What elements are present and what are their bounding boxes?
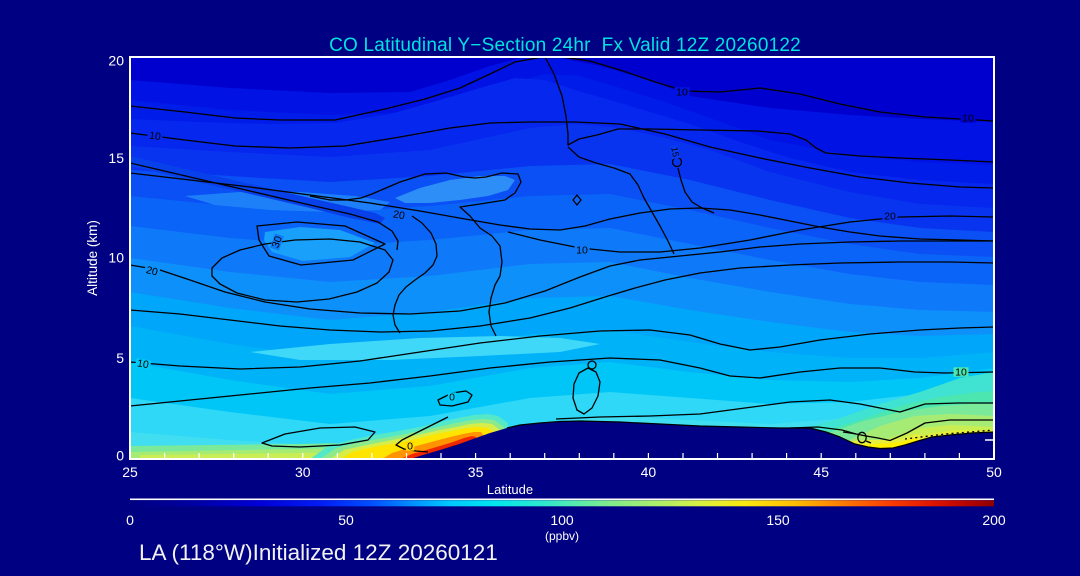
svg-text:10: 10 bbox=[108, 250, 124, 266]
svg-text:0: 0 bbox=[449, 391, 455, 403]
svg-text:CO Latitudinal Y−Section 24hr: CO Latitudinal Y−Section 24hr Fx Valid 1… bbox=[329, 35, 801, 56]
svg-text:150: 150 bbox=[766, 512, 790, 528]
svg-text:50: 50 bbox=[338, 512, 354, 528]
svg-text:20: 20 bbox=[108, 53, 124, 69]
svg-text:30: 30 bbox=[270, 234, 285, 249]
svg-text:10: 10 bbox=[148, 130, 161, 144]
svg-text:200: 200 bbox=[982, 512, 1006, 528]
svg-text:20: 20 bbox=[392, 208, 406, 222]
svg-text:100: 100 bbox=[550, 512, 574, 528]
svg-text:0: 0 bbox=[116, 448, 124, 464]
svg-text:Altitude (km): Altitude (km) bbox=[85, 220, 100, 296]
svg-text:(ppbv): (ppbv) bbox=[545, 529, 579, 543]
svg-text:0: 0 bbox=[407, 440, 413, 452]
svg-text:0: 0 bbox=[126, 512, 134, 528]
svg-text:LA (118°W)Initialized 12Z 2026: LA (118°W)Initialized 12Z 20260121 bbox=[139, 540, 498, 565]
svg-text:5: 5 bbox=[116, 350, 124, 366]
svg-text:10: 10 bbox=[676, 86, 688, 98]
svg-text:20: 20 bbox=[145, 264, 159, 279]
svg-text:Latitude: Latitude bbox=[487, 482, 533, 497]
svg-text:20: 20 bbox=[884, 210, 896, 222]
svg-text:30: 30 bbox=[295, 464, 311, 480]
svg-text:10: 10 bbox=[962, 112, 974, 124]
svg-text:45: 45 bbox=[813, 464, 829, 480]
svg-text:50: 50 bbox=[986, 464, 1002, 480]
svg-text:35: 35 bbox=[468, 464, 484, 480]
svg-text:15: 15 bbox=[108, 150, 124, 166]
svg-text:15: 15 bbox=[669, 146, 681, 158]
svg-text:10: 10 bbox=[576, 244, 588, 256]
svg-text:10: 10 bbox=[955, 366, 967, 378]
svg-text:40: 40 bbox=[641, 464, 657, 480]
svg-text:25: 25 bbox=[122, 464, 138, 480]
svg-text:10: 10 bbox=[136, 357, 150, 371]
